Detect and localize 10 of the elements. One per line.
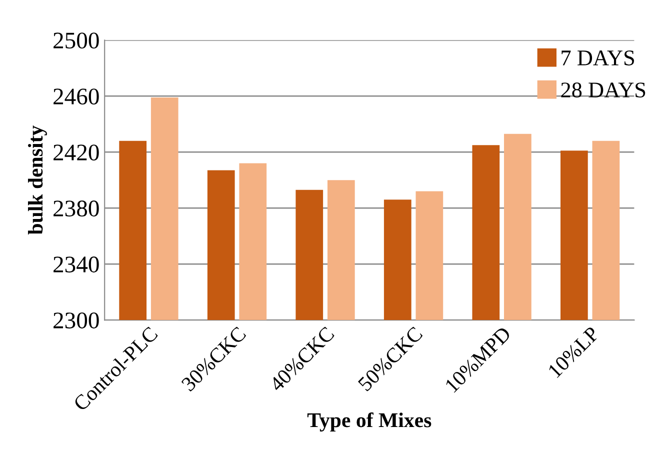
x-axis-title: Type of Mixes <box>307 412 432 432</box>
legend-label: 28 DAYS <box>561 82 646 98</box>
y-tick-label: 2420 <box>54 144 99 161</box>
y-tick-label: 2460 <box>54 88 99 105</box>
y-tick-label: 2340 <box>54 256 99 272</box>
y-axis-title: bulk density <box>28 126 47 235</box>
legend-label: 7 DAYS <box>562 50 634 66</box>
y-tick-label: 2300 <box>54 312 99 328</box>
y-tick-label: 2380 <box>54 200 99 216</box>
y-tick-label: 2500 <box>54 32 99 49</box>
